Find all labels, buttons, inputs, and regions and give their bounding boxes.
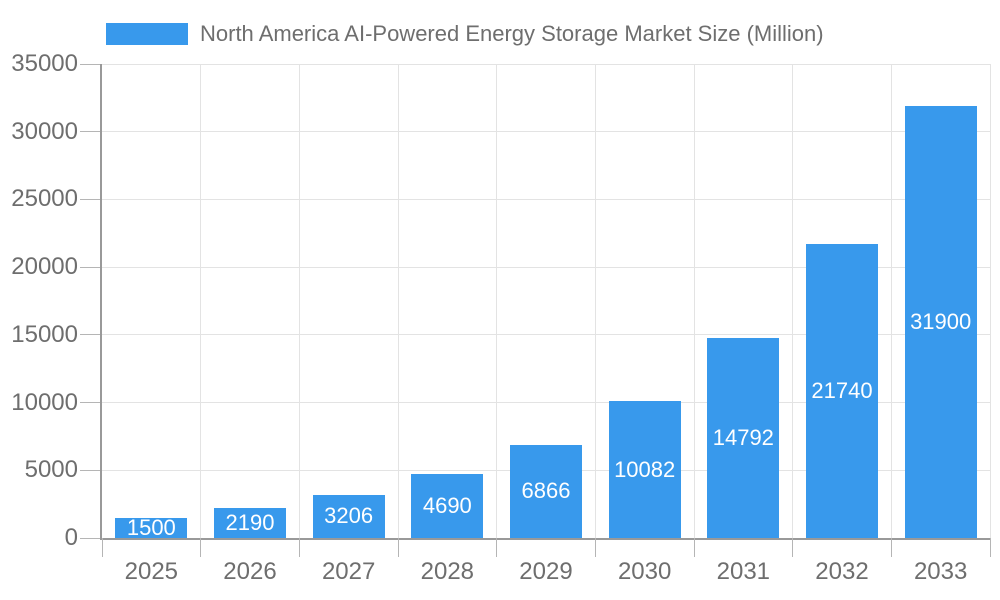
x-axis-tick: [200, 538, 202, 557]
y-axis-tick: [80, 537, 100, 539]
y-axis-label: 15000: [11, 320, 78, 348]
x-axis-tick: [298, 538, 300, 557]
x-axis-tick: [101, 538, 103, 557]
x-axis-label: 2028: [420, 558, 475, 585]
y-axis-tick: [80, 266, 100, 268]
bar-2031: 14792: [707, 337, 780, 538]
y-gridline: [102, 334, 990, 336]
x-axis-label: 2027: [321, 558, 376, 585]
y-axis-label: 0: [64, 524, 78, 551]
y-axis-label: 5000: [24, 456, 78, 484]
y-axis-label: 10000: [11, 388, 78, 416]
y-gridline: [102, 63, 990, 65]
x-axis-tick: [693, 538, 695, 557]
x-gridline: [989, 64, 991, 538]
bar-value-label: 1500: [126, 514, 176, 540]
x-gridline: [890, 64, 892, 538]
x-axis-label: 2029: [519, 558, 573, 585]
legend-swatch-icon: [106, 23, 188, 45]
x-axis-label: 2030: [617, 558, 672, 585]
x-gridline: [200, 64, 202, 538]
x-axis-label: 2031: [716, 558, 771, 585]
y-axis-label: 20000: [11, 253, 78, 281]
bar-value-label: 2190: [225, 510, 275, 536]
x-gridline: [496, 64, 498, 538]
bar-2033: 31900: [904, 105, 977, 538]
bar-2032: 21740: [806, 243, 878, 538]
x-axis-tick: [890, 538, 892, 557]
x-axis-tick: [792, 538, 794, 557]
bar-value-label: 14792: [712, 424, 774, 450]
bar-2029: 6866: [510, 445, 582, 538]
y-gridline: [102, 198, 990, 200]
bar-value-label: 6866: [521, 478, 571, 504]
y-gridline: [102, 266, 990, 268]
bar-2026: 2190: [214, 508, 286, 538]
y-axis-label: 35000: [11, 50, 78, 77]
legend-label: North America AI-Powered Energy Storage …: [200, 21, 824, 46]
y-axis-tick: [80, 63, 100, 65]
bar-value-label: 31900: [910, 308, 972, 334]
legend-item[interactable]: North America AI-Powered Energy Storage …: [106, 21, 824, 47]
x-axis-tick: [397, 538, 399, 557]
bar-2025: 1500: [115, 514, 188, 540]
bar-value-label: 4690: [422, 493, 472, 519]
bar-2030: 10082: [608, 401, 681, 538]
y-axis-label: 25000: [11, 185, 78, 213]
bar-value-label: 10082: [614, 456, 676, 482]
y-gridline: [102, 402, 990, 404]
x-gridline: [594, 64, 596, 538]
x-axis-tick: [594, 538, 596, 557]
y-axis-tick: [80, 402, 100, 404]
x-axis-label: 2033: [913, 558, 968, 585]
bar-2028: 4690: [411, 474, 484, 538]
bar-value-label: 3206: [324, 503, 374, 529]
y-axis-tick: [80, 131, 100, 133]
x-axis-label: 2025: [124, 558, 179, 585]
plot-area: 1500 2025 2190 2026 3206 2027 4690 2028 6866 2029…: [80, 63, 991, 585]
bar-value-label: 21740: [811, 377, 873, 403]
bar-2027: 3206: [312, 494, 385, 538]
y-gridline: [102, 131, 990, 133]
x-axis-label: 2032: [815, 558, 869, 585]
x-axis-label: 2026: [223, 558, 277, 585]
x-gridline: [397, 64, 399, 538]
x-axis-tick: [989, 538, 991, 557]
x-gridline: [298, 64, 300, 538]
y-axis-label: 30000: [11, 117, 78, 145]
y-axis-tick: [80, 334, 100, 336]
y-axis-tick: [80, 469, 100, 471]
x-gridline: [693, 64, 695, 538]
y-axis-tick: [80, 198, 100, 200]
x-axis-tick: [496, 538, 498, 557]
x-gridline: [792, 64, 794, 538]
